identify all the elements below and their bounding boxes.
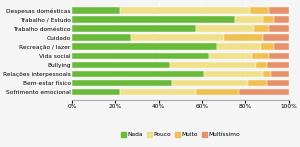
Bar — [252, 52, 269, 59]
Bar — [72, 80, 172, 86]
Bar — [267, 62, 289, 68]
Bar — [72, 62, 170, 68]
Bar — [269, 25, 289, 32]
Bar — [217, 43, 261, 50]
Bar — [224, 34, 263, 41]
Bar — [196, 89, 239, 95]
Bar — [254, 25, 269, 32]
Bar — [196, 25, 254, 32]
Bar — [235, 16, 263, 23]
Bar — [263, 71, 272, 77]
Legend: Nada, Pouco, Muito, Multíssimo: Nada, Pouco, Muito, Multíssimo — [118, 130, 243, 140]
Bar — [239, 89, 289, 95]
Bar — [72, 16, 235, 23]
Bar — [274, 16, 289, 23]
Bar — [256, 62, 267, 68]
Bar — [72, 43, 217, 50]
Bar — [120, 7, 250, 14]
Bar — [250, 7, 269, 14]
Bar — [272, 71, 289, 77]
Bar — [172, 80, 248, 86]
Bar — [248, 80, 267, 86]
Bar — [72, 89, 120, 95]
Bar — [263, 16, 274, 23]
Bar — [269, 7, 289, 14]
Bar — [72, 71, 204, 77]
Bar — [208, 52, 252, 59]
Bar — [72, 25, 196, 32]
Bar — [120, 89, 196, 95]
Bar — [274, 43, 289, 50]
Bar — [261, 43, 274, 50]
Bar — [267, 80, 289, 86]
Bar — [269, 52, 289, 59]
Bar — [72, 52, 208, 59]
Bar — [169, 62, 256, 68]
Bar — [263, 34, 289, 41]
Bar — [72, 7, 120, 14]
Bar — [204, 71, 263, 77]
Bar — [130, 34, 224, 41]
Bar — [72, 34, 130, 41]
